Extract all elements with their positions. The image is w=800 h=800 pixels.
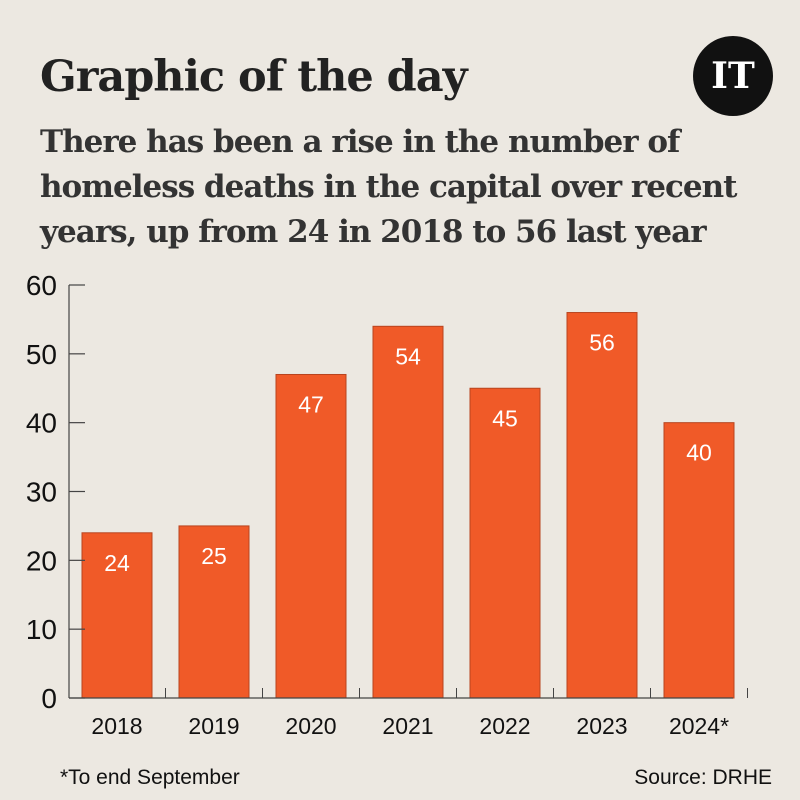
logo-text: IT xyxy=(711,55,755,97)
data-label: 24 xyxy=(104,550,130,576)
data-label: 47 xyxy=(298,391,324,417)
bar-2023 xyxy=(566,312,638,699)
y-tick-label: 50 xyxy=(26,339,57,370)
x-tick-label: 2022 xyxy=(479,713,530,739)
publisher-logo: IT xyxy=(693,36,773,116)
x-tick-label: 2019 xyxy=(188,713,239,739)
bar-2024* xyxy=(663,422,735,699)
x-tick-label: 2020 xyxy=(285,713,336,739)
bar-2019 xyxy=(178,525,250,699)
data-label: 40 xyxy=(686,440,712,466)
data-label: 45 xyxy=(492,405,518,431)
y-tick-label: 10 xyxy=(26,614,57,645)
bar-2020 xyxy=(275,373,347,699)
y-tick-label: 40 xyxy=(26,408,57,439)
page-title: Graphic of the day xyxy=(40,52,468,102)
data-label: 56 xyxy=(589,330,615,356)
data-label: 25 xyxy=(201,543,227,569)
data-label: 54 xyxy=(395,343,421,369)
x-tick-label: 2021 xyxy=(382,713,433,739)
source-credit: Source: DRHE xyxy=(634,766,772,789)
footnote: *To end September xyxy=(60,766,240,789)
bar-2022 xyxy=(469,387,541,699)
bar-2018 xyxy=(81,532,153,699)
y-tick-label: 0 xyxy=(41,683,57,714)
y-tick-label: 20 xyxy=(26,545,57,576)
x-tick-label: 2023 xyxy=(576,713,627,739)
chart-subtitle: There has been a rise in the number of h… xyxy=(40,124,737,250)
x-tick-label: 2018 xyxy=(91,713,142,739)
bar-2021 xyxy=(372,325,444,699)
y-tick-label: 60 xyxy=(26,270,57,301)
y-tick-label: 30 xyxy=(26,477,57,508)
x-tick-label: 2024* xyxy=(669,713,729,739)
